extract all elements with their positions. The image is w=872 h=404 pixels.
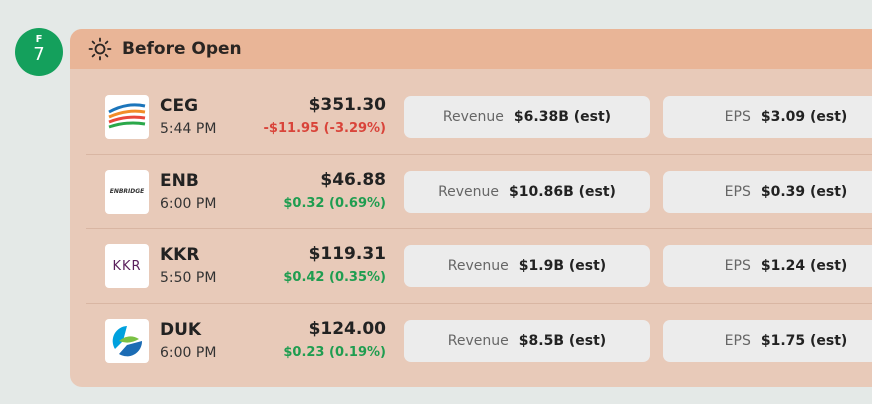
eps-box: EPS $1.24 (est) [663, 245, 872, 287]
ticker: CEG [160, 96, 199, 116]
report-time: 6:00 PM [160, 344, 217, 361]
row-separator [86, 302, 872, 304]
logo-text: ENBRIDGE [109, 188, 145, 195]
revenue-label: Revenue [438, 183, 500, 200]
company-logo [105, 318, 149, 363]
revenue-box: Revenue $1.9B (est) [404, 245, 650, 287]
weekday: F [35, 34, 43, 45]
section-header: Before Open [70, 29, 872, 69]
eps-value: $1.75 (est) [760, 332, 848, 349]
earnings-row[interactable]: KKR KKR 5:50 PM $119.31 $0.42 (0.35%) Revenue… [86, 229, 872, 303]
ticker: DUK [160, 319, 202, 340]
eps-label: EPS [724, 332, 751, 349]
company-logo [105, 95, 149, 139]
company-logo: KKR [105, 244, 149, 288]
price: $351.30 [308, 95, 386, 115]
eps-box: EPS $3.09 (est) [663, 96, 872, 138]
revenue-label: Revenue [447, 332, 509, 349]
price-change: $0.42 (0.35%) [283, 270, 386, 285]
revenue-label: Revenue [442, 109, 504, 125]
revenue-box: Revenue $8.5B (est) [404, 319, 650, 362]
price-change: $0.32 (0.69%) [283, 195, 386, 211]
eps-value: $0.39 (est) [760, 183, 848, 200]
price: $124.00 [308, 318, 386, 339]
price-change: $0.23 (0.19%) [283, 344, 386, 360]
report-time: 6:00 PM [160, 195, 217, 212]
eps-value: $3.09 (est) [760, 109, 848, 125]
row-separator [86, 153, 872, 155]
sun-icon [88, 37, 112, 61]
revenue-box: Revenue $6.38B (est) [404, 96, 650, 138]
eps-box: EPS $1.75 (est) [663, 319, 872, 362]
revenue-box: Revenue $10.86B (est) [404, 170, 650, 213]
ticker: ENB [160, 170, 199, 191]
company-logo: ENBRIDGE [105, 169, 149, 214]
revenue-label: Revenue [447, 258, 509, 274]
earnings-card: Before Open CEG 5:44 PM $351.30 -$11.95 (-3… [70, 29, 872, 387]
earnings-row[interactable]: DUK 6:00 PM $124.00 $0.23 (0.19%) Revenue $8.… [86, 304, 872, 378]
earnings-row[interactable]: CEG 5:44 PM $351.30 -$11.95 (-3.29%) Revenue… [86, 80, 872, 154]
eps-label: EPS [724, 109, 751, 125]
date-badge: F 7 [15, 28, 63, 76]
earnings-row[interactable]: ENBRIDGE ENB 6:00 PM $46.88 $0.32 (0.69%) Rev… [86, 155, 872, 229]
ticker: KKR [160, 245, 200, 265]
eps-label: EPS [724, 183, 751, 200]
revenue-value: $8.5B (est) [518, 332, 607, 349]
eps-label: EPS [724, 258, 751, 274]
revenue-value: $6.38B (est) [513, 109, 612, 125]
report-time: 5:50 PM [160, 270, 217, 286]
revenue-value: $10.86B (est) [509, 183, 616, 200]
logo-text: KKR [112, 258, 142, 274]
revenue-value: $1.9B (est) [518, 258, 607, 274]
section-title: Before Open [122, 39, 242, 59]
day: 7 [33, 44, 45, 65]
eps-box: EPS $0.39 (est) [663, 170, 872, 213]
eps-value: $1.24 (est) [760, 258, 848, 274]
price-change: -$11.95 (-3.29%) [263, 121, 386, 136]
price: $119.31 [308, 244, 386, 264]
row-separator [86, 228, 872, 229]
report-time: 5:44 PM [160, 121, 217, 137]
price: $46.88 [320, 169, 386, 190]
